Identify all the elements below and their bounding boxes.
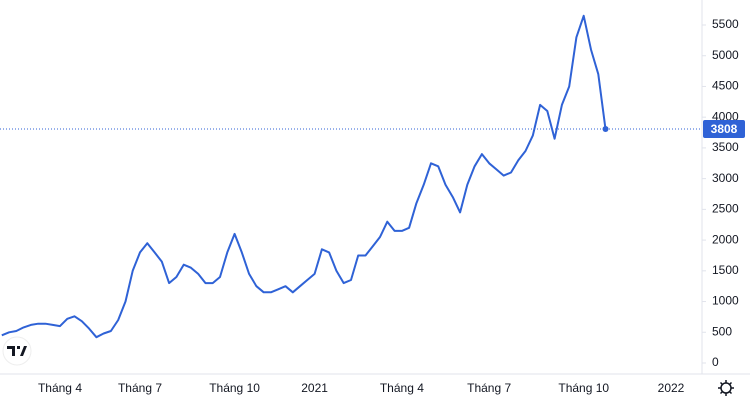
x-tick-label: 2021 (301, 381, 328, 395)
x-tick-label: 2022 (658, 381, 685, 395)
y-tick-label: 500 (712, 324, 732, 338)
y-tick-label: 3500 (712, 140, 739, 154)
tv-logo (2, 336, 32, 366)
settings-icon[interactable] (718, 380, 734, 396)
x-tick-label: Tháng 4 (380, 381, 424, 395)
y-tick-label: 1000 (712, 294, 739, 308)
x-tick-label: Tháng 10 (558, 381, 609, 395)
y-tick-label: 5000 (712, 48, 739, 62)
y-tick-label: 4000 (712, 109, 739, 123)
y-tick-label: 3000 (712, 171, 739, 185)
y-tick-label: 5500 (712, 17, 739, 31)
y-tick-label: 1500 (712, 263, 739, 277)
price-tag-label: 3808 (711, 122, 738, 136)
x-tick-label: Tháng 10 (209, 381, 260, 395)
last-point (602, 125, 609, 132)
y-tick-label: 2500 (712, 202, 739, 216)
price-line (1, 14, 607, 339)
price-tag (703, 119, 745, 138)
x-tick-label: Tháng 7 (118, 381, 162, 395)
y-tick-label: 4500 (712, 79, 739, 93)
x-tick-label: Tháng 4 (38, 381, 82, 395)
y-tick-label: 2000 (712, 232, 739, 246)
x-tick-label: Tháng 7 (467, 381, 511, 395)
y-tick-label: 0 (712, 355, 719, 369)
